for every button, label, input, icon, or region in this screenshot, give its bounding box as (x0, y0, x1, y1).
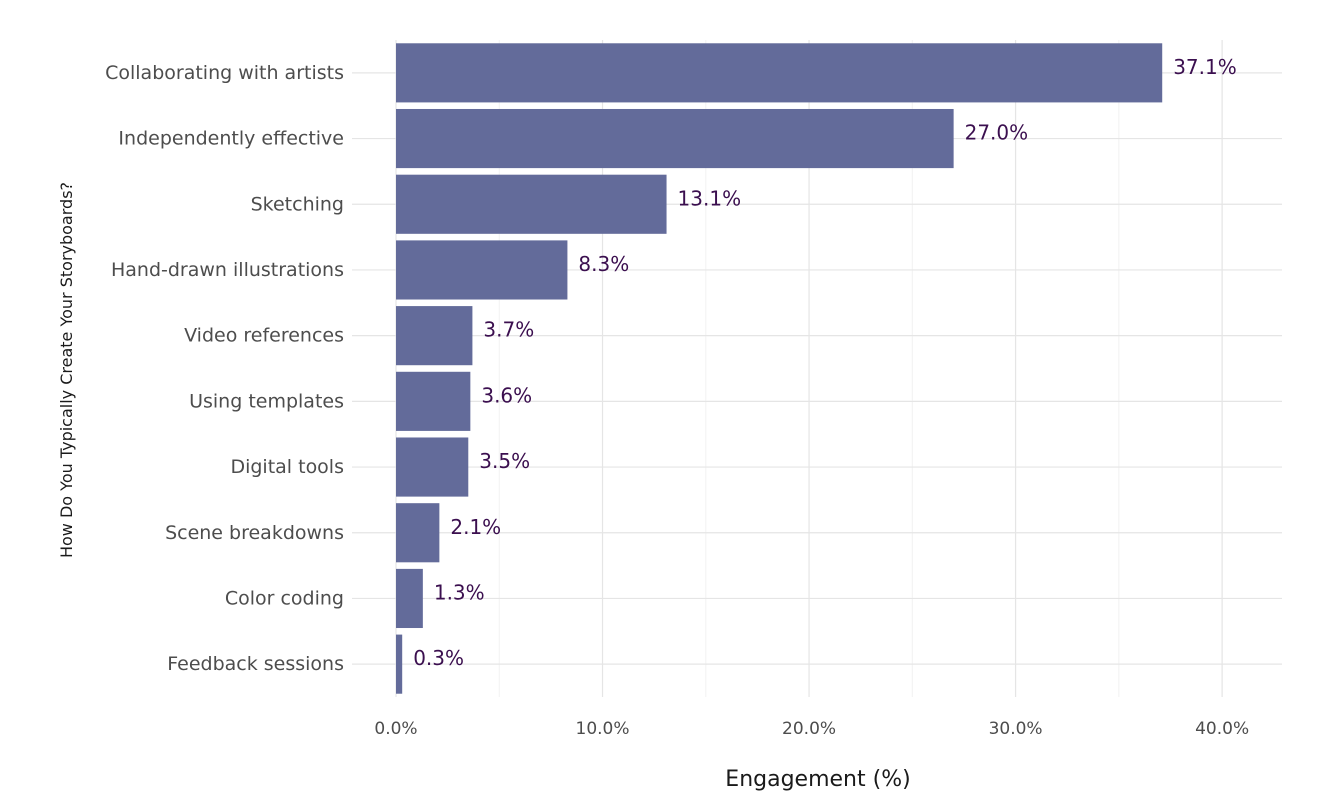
x-tick-label: 40.0% (1195, 719, 1249, 739)
category-label: Using templates (189, 390, 344, 412)
data-label: 2.1% (450, 515, 501, 539)
y-axis-title: How Do You Typically Create Your Storybo… (57, 182, 76, 558)
bar (396, 306, 473, 366)
x-tick-labels: 0.0% 10.0% 20.0% 30.0% 40.0% (374, 719, 1249, 739)
bar (396, 503, 440, 563)
x-tick-label: 10.0% (576, 719, 630, 739)
data-label: 3.7% (483, 318, 534, 342)
bar (396, 634, 403, 694)
data-label: 13.1% (678, 186, 742, 210)
x-tick-label: 20.0% (782, 719, 836, 739)
bar (396, 174, 667, 234)
category-label: Video references (184, 325, 344, 347)
bars (396, 43, 1163, 694)
category-label: Digital tools (230, 456, 344, 478)
data-label: 1.3% (434, 580, 485, 604)
bar (396, 108, 954, 169)
bar (396, 437, 469, 497)
x-axis-title: Engagement (%) (725, 767, 910, 792)
bar (396, 43, 1163, 103)
bar (396, 240, 568, 300)
category-label: Feedback sessions (167, 653, 344, 675)
data-label: 0.3% (413, 646, 464, 670)
category-labels: Collaborating with artists Independently … (105, 62, 344, 675)
data-label: 8.3% (578, 252, 629, 276)
category-label: Hand-drawn illustrations (111, 259, 344, 281)
data-labels: 37.1% 27.0% 13.1% 8.3% 3.7% 3.6% 3.5% 2.1% 1.3% 0… (413, 55, 1237, 670)
bar (396, 568, 423, 629)
data-label: 37.1% (1173, 55, 1237, 79)
category-label: Color coding (225, 587, 344, 609)
data-label: 3.6% (481, 383, 532, 407)
x-tick-label: 0.0% (374, 719, 417, 739)
category-label: Collaborating with artists (105, 62, 344, 84)
data-label: 3.5% (479, 449, 530, 473)
category-label: Sketching (251, 193, 344, 215)
x-tick-label: 30.0% (989, 719, 1043, 739)
category-label: Independently effective (118, 128, 344, 150)
bar (396, 371, 471, 431)
data-label: 27.0% (965, 121, 1029, 145)
category-label: Scene breakdowns (165, 522, 344, 544)
